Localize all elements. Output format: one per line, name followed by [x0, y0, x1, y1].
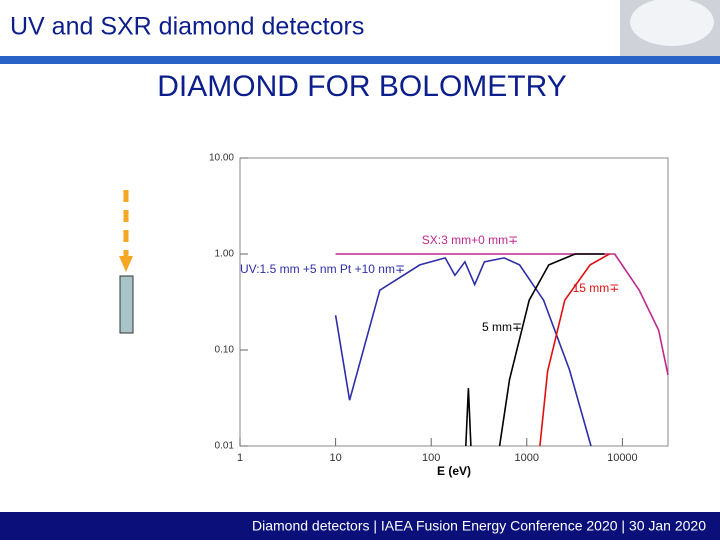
x-tick-label: 10: [329, 452, 341, 464]
y-tick-label: 10.00: [209, 153, 234, 164]
chart-title: DIAMOND FOR BOLOMETRY: [157, 70, 566, 103]
dashed-arrow: [119, 190, 133, 272]
x-tick-label: 1: [237, 452, 243, 464]
x-tick-label: 10000: [607, 452, 638, 464]
y-tick-label: 0.10: [215, 345, 235, 356]
slide-title: UV and SXR diamond detectors: [10, 13, 364, 41]
x-tick-label: 1000: [515, 452, 539, 464]
footer-bar: [0, 512, 720, 540]
header-image-glow: [630, 0, 714, 46]
y-tick-label: 1.00: [215, 249, 235, 260]
x-tick-label: 100: [422, 452, 440, 464]
footer-text: Diamond detectors | IAEA Fusion Energy C…: [252, 518, 706, 534]
detector-block: [119, 275, 134, 334]
plot-frame: [239, 157, 669, 447]
header-bar: [0, 56, 720, 64]
arrow-head: [119, 256, 133, 272]
series-line: [465, 253, 605, 447]
series-line: [334, 256, 592, 447]
series-label: UV:1.5 mm +5 nm Pt +10 nm∓: [240, 262, 405, 276]
x-axis-label: E (eV): [437, 464, 471, 478]
series-label: 5 mm∓: [482, 320, 522, 334]
series-label: 15 mm∓: [573, 281, 620, 295]
y-tick-label: 0.01: [215, 441, 235, 452]
series-label: SX:3 mm+0 mm∓: [422, 233, 518, 247]
series-line: [335, 253, 669, 376]
series-line: [539, 253, 610, 447]
